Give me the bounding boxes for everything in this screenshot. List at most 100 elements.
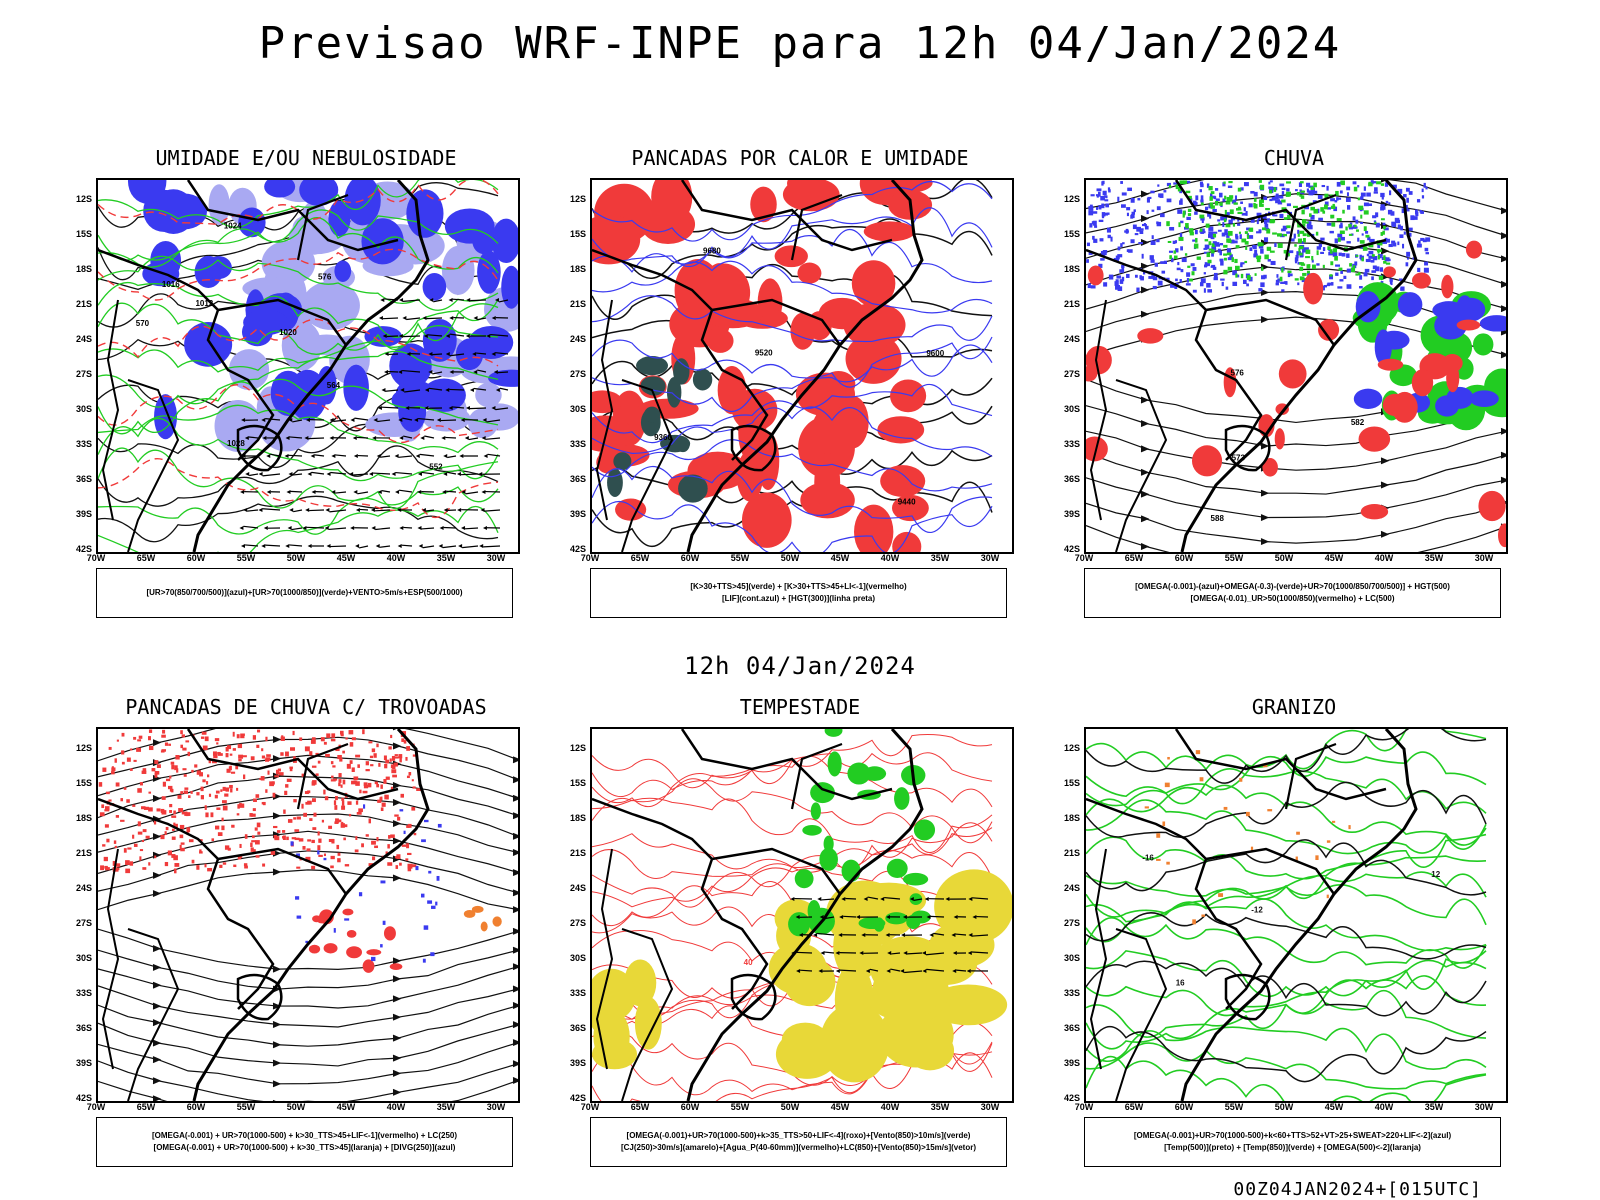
lifted-index-blue-contours [592,180,993,552]
wind850-vectors [790,896,989,974]
lat-tick-label: 15S [1063,778,1080,788]
lat-tick-label: 27S [75,369,92,379]
omega500-orange-area [1144,750,1351,925]
legend-box-5: [OMEGA(-0.001)+UR>70(1000-500)+k>35_TTS>… [590,1117,1007,1167]
lat-tick-label: 18S [75,813,92,823]
lon-tick-label: 40W [880,553,900,563]
lon-tick-label: 45W [830,553,850,563]
legend-line: [OMEGA(-0.001)-(azul)+OMEGA(-0.3)-(verde… [1135,582,1450,591]
legend-line: [UR>70(850/700/500)](azul)+[UR>70(1000/8… [146,588,463,597]
lat-tick-label: 39S [569,1058,586,1068]
map-panel-5: 40 [590,727,1014,1103]
contour-label: 1020 [279,328,297,337]
lat-tick-label: 42S [1063,544,1080,554]
contour-label: 9680 [703,247,721,256]
coastline-borders [98,180,430,552]
legend-box-3: [OMEGA(-0.001)-(azul)+OMEGA(-0.3)-(verde… [1084,568,1501,618]
lat-tick-label: 12S [1063,743,1080,753]
contour-label: 576 [318,272,332,281]
contour-label: 582 [1351,418,1365,427]
lat-tick-label: 21S [1063,848,1080,858]
lat-tick-label: 30S [1063,953,1080,963]
lat-tick-label: 21S [75,848,92,858]
lon-tick-label: 35W [436,1102,456,1112]
lat-tick-label: 33S [75,439,92,449]
lat-tick-label: 12S [569,743,586,753]
contour-label: 573 [1232,453,1246,462]
lat-tick-label: 36S [569,1023,586,1033]
lat-tick-label: 39S [1063,509,1080,519]
lat-tick-label: 42S [75,544,92,554]
lat-tick-label: 24S [75,883,92,893]
lat-tick-label: 27S [569,918,586,928]
thunderstorm-orange-area [463,905,502,932]
legend-line: [OMEGA(-0.001)+UR>70(1000-500)+k<60+TTS>… [1133,1131,1452,1140]
lat-tick-label: 42S [1063,1093,1080,1103]
lat-tick-label: 33S [569,439,586,449]
lon-tick-label: 65W [630,553,650,563]
panel-title-1: UMIDADE E/OU NEBULOSIDADE [155,146,457,170]
lon-tick-label: 45W [1324,1102,1344,1112]
lat-tick-label: 12S [1063,194,1080,204]
humidity-green-contours [98,180,499,552]
lon-tick-label: 55W [730,553,750,563]
map-panel-4 [96,727,520,1103]
lat-tick-label: 18S [569,813,586,823]
lat-tick-label: 30S [569,953,586,963]
lon-tick-label: 65W [1124,553,1144,563]
jet-yellow-west [592,959,662,1070]
panel-title-3: CHUVA [1263,146,1325,170]
legend-line: [K>30+TTS>45](verde) + [K>30+TTS>45+LI<-… [690,582,907,591]
lat-tick-label: 27S [1063,369,1080,379]
run-timestamp: 00Z04JAN2024+[015UTC] [1233,1179,1482,1200]
contour-label: 1024 [224,222,242,231]
panel-title-2: PANCADAS POR CALOR E UMIDADE [631,146,969,170]
legend-line: [CJ(250)>30m/s](amarelo)+[Agua_P(40-60mm… [620,1143,976,1152]
legend-box-1: [UR>70(850/700/500)](azul)+[UR>70(1000/8… [96,568,513,618]
panel-title-4: PANCADAS DE CHUVA C/ TROVOADAS [125,695,487,719]
lat-tick-label: 15S [569,778,586,788]
lon-tick-label: 70W [86,1102,106,1112]
lat-tick-label: 24S [75,334,92,344]
omega-blue-area [1086,180,1431,295]
lat-tick-label: 36S [75,1023,92,1033]
contour-label: 9600 [926,349,944,358]
lat-tick-label: 24S [1063,883,1080,893]
legend-line: [OMEGA(-0.001)+UR>70(1000-500)+k>35_TTS>… [626,1131,971,1140]
lat-tick-label: 27S [75,918,92,928]
lon-tick-label: 50W [1274,553,1294,563]
lat-tick-label: 27S [569,369,586,379]
lat-tick-label: 36S [569,474,586,484]
omega-green-area [1166,180,1391,282]
lon-tick-label: 35W [1424,1102,1444,1112]
lon-tick-label: 40W [386,1102,406,1112]
lon-tick-label: 35W [930,553,950,563]
lat-tick-label: 39S [75,509,92,519]
contour-label: 9440 [898,498,916,507]
lat-tick-label: 15S [569,229,586,239]
contour-label: 576 [1231,369,1245,378]
streamlines-250 [98,729,518,1101]
lon-tick-label: 50W [286,1102,306,1112]
lon-tick-label: 40W [1374,1102,1394,1112]
lon-tick-label: 60W [1174,553,1194,563]
lat-tick-label: 15S [1063,229,1080,239]
thunderstorm-red-south [308,908,403,973]
lon-tick-label: 70W [1074,1102,1094,1112]
lon-tick-label: 30W [980,553,1000,563]
map-panel-6: -12 -16 16 12 [1084,727,1508,1103]
lat-tick-label: 24S [1063,334,1080,344]
coastline-borders [1086,180,1418,552]
contour-label: 588 [1211,514,1225,523]
coastline-borders [592,729,924,1101]
lon-tick-label: 60W [186,553,206,563]
contour-label: 1028 [227,439,245,448]
lon-tick-label: 40W [1374,553,1394,563]
lon-tick-label: 50W [780,1102,800,1112]
thunderstorm-red-area [98,729,422,874]
lon-tick-label: 50W [1274,1102,1294,1112]
lon-tick-label: 45W [1324,553,1344,563]
lat-tick-label: 39S [75,1058,92,1068]
map-panel-1: 1012 1016 1020 1024 1028 576 570 564 552 [96,178,520,554]
lon-tick-label: 50W [780,553,800,563]
